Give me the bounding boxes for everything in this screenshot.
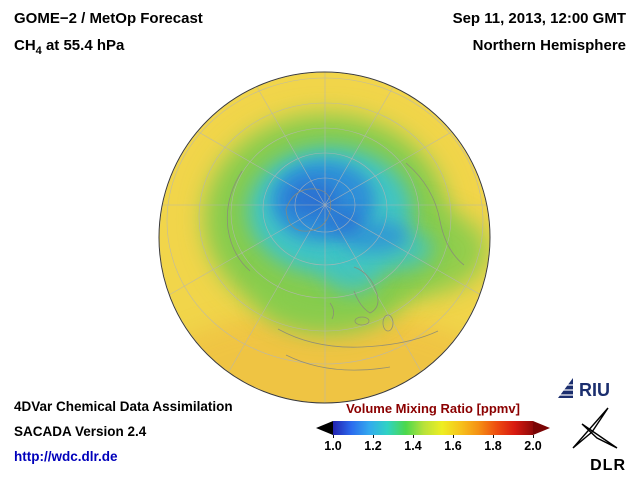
- globe-map: [158, 71, 491, 404]
- species-subscript: 4: [35, 45, 42, 57]
- colorbar-ticks: 1.0 1.2 1.4 1.6 1.8 2.0: [324, 435, 542, 455]
- riu-sail-icon: RIU: [558, 378, 610, 400]
- species-symbol: CH: [14, 37, 36, 54]
- colorbar: Volume Mixing Ratio [ppmv] 1.0 1.2 1.4 1…: [316, 401, 550, 455]
- assimilation-label: 4DVar Chemical Data Assimilation: [14, 399, 233, 414]
- dlr-emblem-icon: [572, 407, 618, 449]
- colorbar-tick: 1.0: [324, 439, 342, 453]
- plot-title: GOME−2 / MetOp Forecast: [14, 10, 203, 27]
- field-warm-south: [159, 311, 490, 403]
- dlr-logo: DLR: [564, 406, 626, 475]
- colorbar-tick: 1.2: [364, 439, 382, 453]
- colorbar-tick: 2.0: [524, 439, 542, 453]
- datetime-label: Sep 11, 2013, 12:00 GMT: [452, 10, 626, 27]
- pressure-level: at 55.4 hPa: [41, 37, 125, 54]
- globe-rim: [158, 71, 491, 404]
- footer-url: http://wdc.dlr.de: [14, 449, 118, 464]
- field-deepblue-second: [325, 209, 361, 233]
- coastlines: [226, 162, 465, 371]
- colorbar-bar: [316, 421, 550, 435]
- ch4-field: [159, 72, 490, 403]
- region-label: Northern Hemisphere: [472, 37, 626, 54]
- colorbar-tick: 1.8: [484, 439, 502, 453]
- dlr-label: DLR: [590, 457, 626, 474]
- version-label: SACADA Version 2.4: [14, 424, 147, 439]
- riu-label: RIU: [579, 380, 610, 400]
- colorbar-right-arrow-icon: [533, 421, 550, 435]
- colorbar-gradient: [333, 421, 533, 435]
- species-level-label: CH4 at 55.4 hPa: [14, 37, 203, 57]
- header-right: Sep 11, 2013, 12:00 GMT Northern Hemisph…: [453, 10, 626, 54]
- header-left: GOME−2 / MetOp Forecast CH4 at 55.4 hPa: [14, 10, 203, 57]
- colorbar-tick: 1.4: [404, 439, 422, 453]
- colorbar-tick: 1.6: [444, 439, 462, 453]
- colorbar-left-arrow-icon: [316, 421, 333, 435]
- graticule: [159, 72, 490, 403]
- footer-credits: 4DVar Chemical Data Assimilation SACADA …: [14, 399, 233, 474]
- riu-logo: RIU: [554, 376, 628, 407]
- colorbar-title: Volume Mixing Ratio [ppmv]: [346, 401, 520, 416]
